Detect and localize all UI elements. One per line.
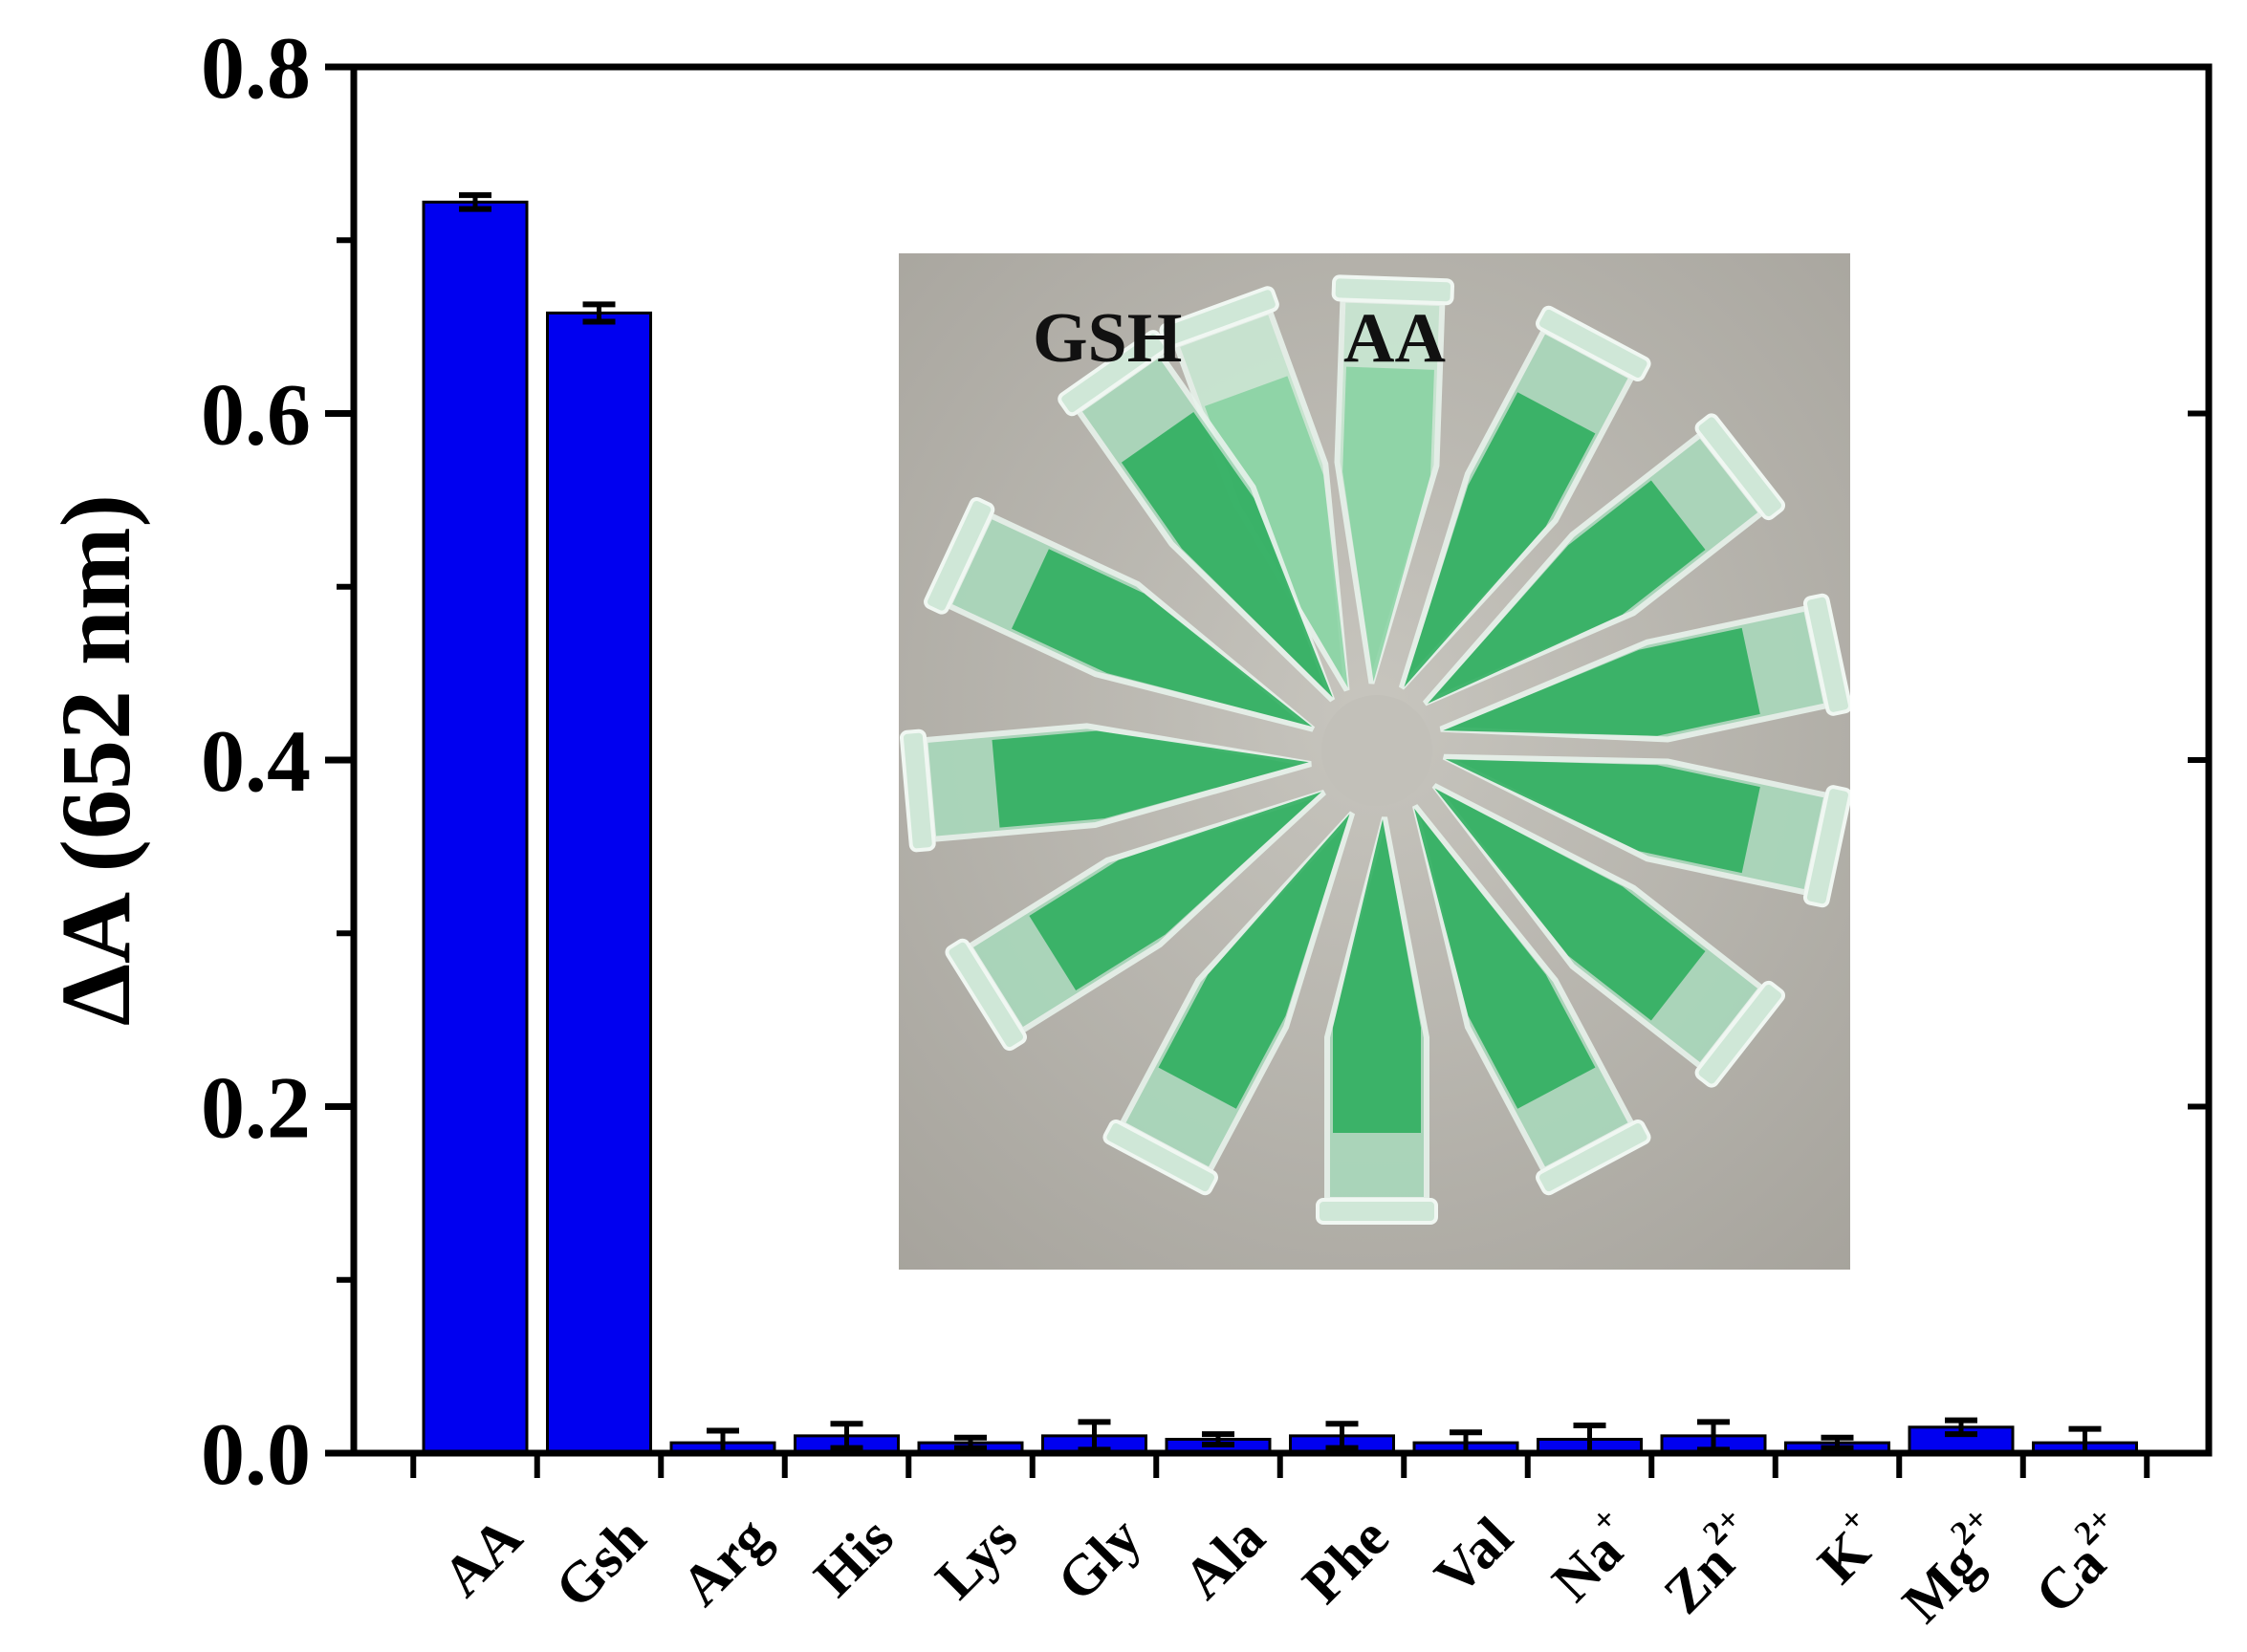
tube-liquid (1121, 411, 1333, 698)
tube (1159, 286, 1350, 692)
x-tick-label: Phe (1291, 1506, 1401, 1616)
tube (924, 497, 1316, 732)
tube-liquid (1443, 627, 1760, 736)
bar-aa (422, 200, 529, 1455)
tube-rim (1102, 1119, 1218, 1196)
tube-liquid (1012, 549, 1313, 728)
inset-photo: GSH AA (899, 253, 1850, 1270)
error-bar-k (1821, 1434, 1854, 1451)
tube-rim (1159, 286, 1279, 349)
tube (1331, 274, 1454, 685)
tube (1058, 330, 1336, 703)
error-bar-his (830, 1421, 863, 1451)
error-bar-gly (1078, 1419, 1111, 1453)
inset-label-gsh: GSH (1033, 299, 1182, 378)
tube-liquid (1414, 808, 1596, 1109)
x-tick-label: Gly (1045, 1506, 1153, 1614)
tube (945, 790, 1326, 1052)
error-bar-aa (459, 192, 491, 212)
tube (1316, 816, 1438, 1225)
tube-rim (945, 938, 1028, 1052)
x-axis: AA Gsh Arg His Lys Gly Ala Phe Val Na+Zn2+ K+Mg2+C… (410, 1453, 2150, 1635)
x-tick-label: Zn2+ (1646, 1499, 1772, 1625)
error-bars-group (459, 192, 2102, 1456)
tube-liquid (1029, 792, 1322, 990)
error-bar-phe (1325, 1421, 1359, 1451)
error-bar-zn (1697, 1419, 1730, 1453)
error-bar-lys (954, 1434, 987, 1451)
bar-mg (1908, 1425, 2015, 1455)
tube-rim (1802, 593, 1850, 716)
tube (1422, 413, 1786, 706)
y-tick-label: 0.6 (201, 366, 311, 464)
x-tick-label: His (802, 1506, 905, 1609)
tube-rim (1058, 330, 1167, 417)
tube-rim (924, 497, 995, 615)
tube (1398, 305, 1651, 690)
tube-liquid (1333, 819, 1421, 1133)
x-tick-label: Lys (924, 1506, 1029, 1611)
tube (1442, 753, 1850, 908)
tube (899, 723, 1312, 853)
tube-rim (899, 728, 936, 853)
error-bar-gsh (582, 301, 616, 325)
tube-rim (1536, 1119, 1651, 1196)
tube (1102, 811, 1356, 1196)
x-tick-label: K+ (1800, 1499, 1896, 1596)
tube-ring-center (1321, 695, 1432, 806)
tube (1412, 804, 1651, 1196)
inset-label-aa: AA (1343, 299, 1446, 378)
x-tick-label: Val (1423, 1506, 1524, 1607)
tube-liquid (1158, 814, 1350, 1109)
tube-rim (1694, 980, 1786, 1088)
y-tick-label: 0.0 (201, 1405, 311, 1503)
x-tick-label: Ala (1171, 1506, 1276, 1611)
tube-rim (1694, 413, 1786, 521)
tube-liquid (1428, 480, 1706, 704)
tube-liquid (992, 730, 1309, 828)
tube-rim (1536, 305, 1651, 382)
y-tick-label: 0.2 (201, 1059, 311, 1157)
y-tick-label: 0.4 (201, 712, 311, 810)
x-tick-label: Na+ (1534, 1499, 1647, 1613)
error-bar-ala (1202, 1431, 1234, 1447)
bars-group (422, 200, 2138, 1455)
tube-liquid (1204, 376, 1348, 688)
tube (1431, 783, 1786, 1088)
y-axis: 0.0 0.2 0.4 0.6 0.8 (201, 19, 2209, 1503)
error-bar-mg (1945, 1417, 1977, 1438)
tube-liquid (1445, 759, 1760, 874)
tube-rim (1331, 274, 1454, 306)
tube-liquid (1434, 788, 1706, 1021)
x-tick-label: Gsh (543, 1506, 658, 1620)
tube-rim (1802, 785, 1850, 908)
x-tick-label: AA (430, 1506, 534, 1609)
tube-liquid (1342, 366, 1434, 682)
x-tick-label: Arg (669, 1506, 781, 1618)
x-tick-label: Ca2+ (2018, 1499, 2144, 1625)
y-axis-title: ΔA (652 nm) (41, 494, 151, 1026)
tube-rim (1316, 1198, 1438, 1225)
bar-gsh (546, 311, 652, 1455)
x-tick-label: Mg2+ (1885, 1499, 2020, 1635)
y-tick-label: 0.8 (201, 19, 311, 117)
tube (1439, 593, 1850, 743)
tube-liquid (1404, 392, 1596, 687)
